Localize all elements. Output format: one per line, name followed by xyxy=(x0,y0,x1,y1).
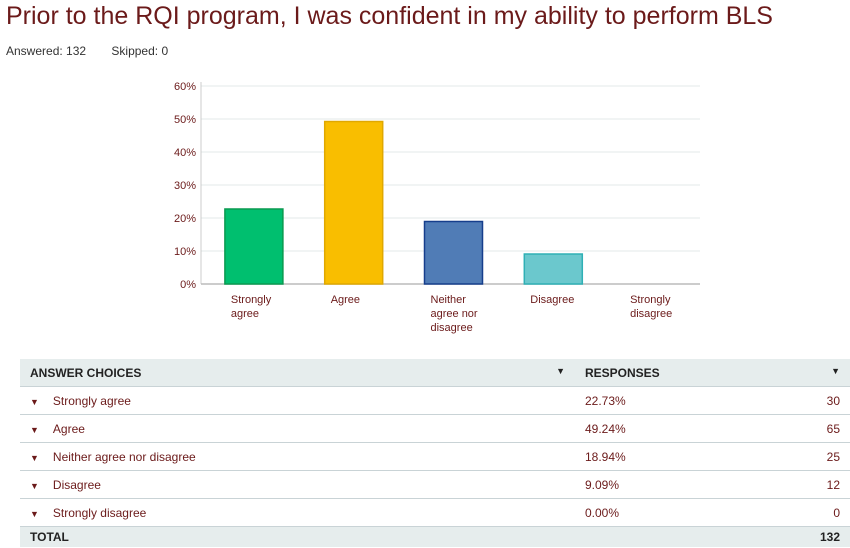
response-percent: 22.73% xyxy=(575,386,741,415)
y-tick-label: 40% xyxy=(174,147,196,159)
total-label: TOTAL xyxy=(20,526,575,547)
bar[interactable] xyxy=(423,220,484,285)
response-count: 25 xyxy=(740,442,850,471)
answer-table: ANSWER CHOICES ▼ RESPONSES ▼ ▼ Strongly agr… xyxy=(20,359,850,547)
skipped-count: Skipped: 0 xyxy=(111,44,169,58)
expand-caret-icon[interactable]: ▼ xyxy=(30,508,39,519)
table-header: ANSWER CHOICES ▼ RESPONSES ▼ xyxy=(20,359,850,387)
x-tick-label: Neither agree nor disagree xyxy=(431,294,478,334)
y-tick-label: 30% xyxy=(174,180,196,192)
bar[interactable] xyxy=(323,120,384,285)
expand-caret-icon[interactable]: ▼ xyxy=(30,480,39,491)
answered-count: Answered: 132 xyxy=(6,44,87,58)
header-responses[interactable]: RESPONSES ▼ xyxy=(575,359,850,387)
bar[interactable] xyxy=(523,253,584,285)
header-answer-choices[interactable]: ANSWER CHOICES ▼ xyxy=(20,359,575,387)
question-title: Prior to the RQI program, I was confiden… xyxy=(6,2,773,30)
response-percent: 9.09% xyxy=(575,470,741,499)
answer-choice[interactable]: ▼ Strongly agree xyxy=(20,386,575,415)
x-tick-label: Disagree xyxy=(530,294,574,306)
table-row: ▼ Neither agree nor disagree 18.94% 25 xyxy=(20,442,850,471)
table-row: ▼ Strongly disagree 0.00% 0 xyxy=(20,498,850,527)
expand-caret-icon[interactable]: ▼ xyxy=(30,424,39,435)
response-percent: 0.00% xyxy=(575,498,741,527)
y-tick-label: 50% xyxy=(174,114,196,126)
response-count: 30 xyxy=(740,386,850,415)
expand-caret-icon[interactable]: ▼ xyxy=(30,396,39,407)
table-row: ▼ Disagree 9.09% 12 xyxy=(20,470,850,499)
y-tick-label: 60% xyxy=(174,81,196,93)
response-summary: Answered: 132 Skipped: 0 xyxy=(6,44,190,58)
answer-choice[interactable]: ▼ Disagree xyxy=(20,470,575,499)
response-count: 0 xyxy=(740,498,850,527)
answer-choice[interactable]: ▼ Strongly disagree xyxy=(20,498,575,527)
sort-caret-icon[interactable]: ▼ xyxy=(831,365,840,376)
sort-caret-icon[interactable]: ▼ xyxy=(556,365,565,376)
x-tick-label: Strongly agree xyxy=(231,294,272,320)
bar[interactable] xyxy=(224,208,284,285)
y-tick-label: 0% xyxy=(180,279,196,291)
expand-caret-icon[interactable]: ▼ xyxy=(30,452,39,463)
answer-choice[interactable]: ▼ Neither agree nor disagree xyxy=(20,442,575,471)
response-percent: 49.24% xyxy=(575,414,741,443)
answer-choice[interactable]: ▼ Agree xyxy=(20,414,575,443)
bar-chart: 0% 10% 20% 30% 40% 50% 60% Strongly agree Agree Ne… xyxy=(174,81,700,334)
total-count: 132 xyxy=(740,526,850,547)
y-tick-label: 10% xyxy=(174,246,196,258)
table-row: ▼ Agree 49.24% 65 xyxy=(20,414,850,443)
table-row: ▼ Strongly agree 22.73% 30 xyxy=(20,386,850,415)
response-percent: 18.94% xyxy=(575,442,741,471)
y-tick-label: 20% xyxy=(174,213,196,225)
x-tick-label: Agree xyxy=(331,294,360,306)
response-count: 65 xyxy=(740,414,850,443)
x-tick-label: Strongly disagree xyxy=(630,294,672,320)
response-count: 12 xyxy=(740,470,850,499)
total-row: TOTAL 132 xyxy=(20,526,850,547)
